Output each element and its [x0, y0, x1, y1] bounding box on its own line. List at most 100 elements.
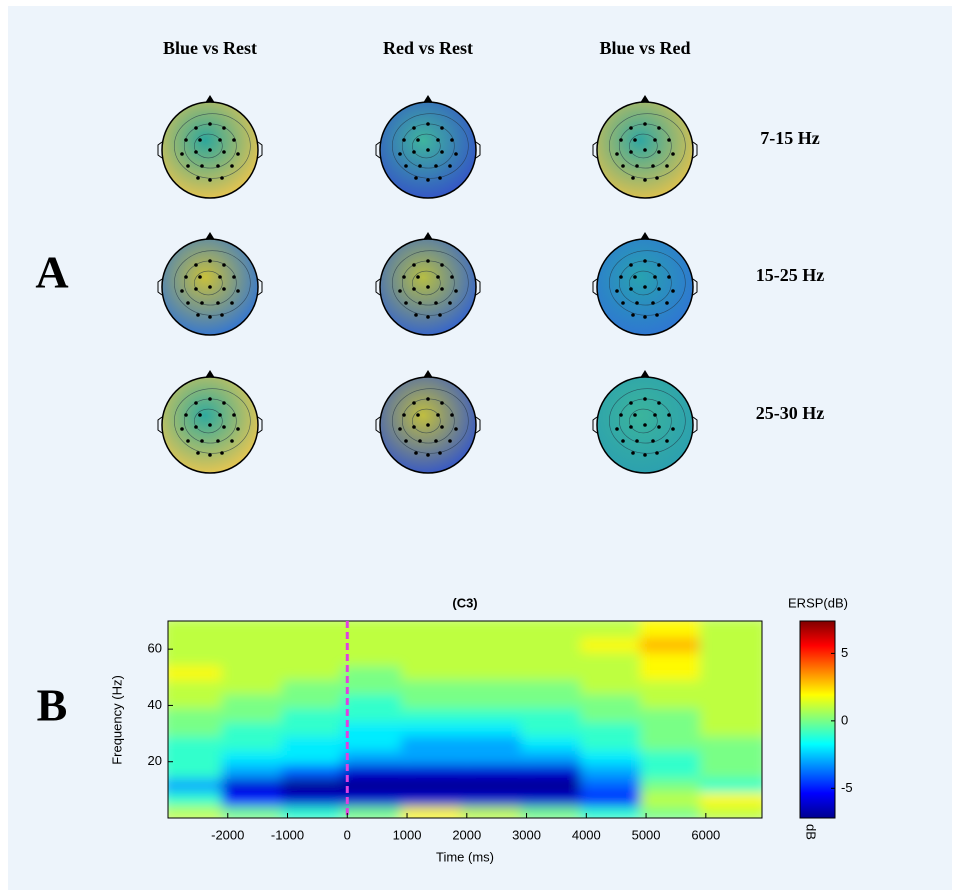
electrode — [218, 138, 222, 142]
heatmap-cell — [341, 621, 414, 639]
x-tick-label: 4000 — [572, 827, 601, 842]
electrode — [412, 150, 416, 154]
electrode — [426, 315, 430, 319]
heatmap-cell — [460, 621, 533, 639]
topo-ear — [592, 416, 598, 434]
electrode — [186, 439, 190, 443]
electrode — [633, 413, 637, 417]
electrode — [426, 178, 430, 182]
x-axis-label: Time (ms) — [436, 849, 494, 864]
electrode — [434, 164, 438, 168]
electrode — [440, 126, 444, 130]
topo-contour — [609, 250, 686, 316]
electrode — [655, 313, 659, 317]
electrode — [404, 439, 408, 443]
electrode — [184, 275, 188, 279]
electrode — [200, 301, 204, 305]
electrode — [194, 425, 198, 429]
heatmap-cell — [401, 621, 473, 639]
electrode — [440, 287, 444, 291]
electrode — [671, 152, 675, 156]
electrode — [621, 301, 625, 305]
topo-ear — [157, 278, 163, 296]
electrode — [621, 439, 625, 443]
electrode — [220, 313, 224, 317]
electrode — [208, 397, 212, 401]
electrode — [216, 301, 220, 305]
electrode — [208, 259, 212, 263]
electrode — [200, 439, 204, 443]
electrode — [426, 122, 430, 126]
topo-ear — [375, 278, 381, 296]
electrode — [180, 289, 184, 293]
topo-contour — [412, 408, 441, 434]
electrode — [426, 397, 430, 401]
topo-ear — [257, 141, 263, 159]
topo-ear — [157, 141, 163, 159]
x-tick-label: -1000 — [271, 827, 304, 842]
electrode — [440, 425, 444, 429]
x-tick-label: 0 — [344, 827, 351, 842]
electrode — [230, 164, 234, 168]
topo-contour — [194, 133, 223, 159]
chart-title: (C3) — [452, 595, 477, 610]
electrode — [208, 285, 212, 289]
topo-ear — [592, 141, 598, 159]
electrode — [643, 122, 647, 126]
topo-ear — [157, 416, 163, 434]
electrode — [426, 285, 430, 289]
topo-ear — [257, 278, 263, 296]
electrode — [643, 315, 647, 319]
colorbar-tick-label: -5 — [841, 780, 853, 795]
electrode — [665, 439, 669, 443]
topo-contour — [629, 270, 658, 296]
x-tick-label: 3000 — [512, 827, 541, 842]
electrode — [180, 152, 184, 156]
electrode — [398, 289, 402, 293]
electrode — [222, 150, 226, 154]
topo-nose — [205, 370, 215, 378]
electrode — [232, 138, 236, 142]
electrode — [414, 176, 418, 180]
plot-frame — [167, 620, 763, 819]
heatmap-cell — [580, 621, 653, 639]
electrode — [402, 138, 406, 142]
y-tick-label: 40 — [148, 697, 162, 712]
electrode — [667, 413, 671, 417]
heatmap-cell — [699, 621, 762, 639]
electrode — [230, 439, 234, 443]
topo-contour — [392, 250, 469, 316]
topo-contour — [392, 113, 469, 179]
topo-nose — [423, 95, 433, 103]
electrode — [220, 451, 224, 455]
x-tick-label: 2000 — [452, 827, 481, 842]
electrode — [222, 401, 226, 405]
electrode — [615, 427, 619, 431]
electrode — [635, 301, 639, 305]
electrode — [398, 152, 402, 156]
electrode — [657, 126, 661, 130]
electrode — [186, 301, 190, 305]
topo-nose — [640, 370, 650, 378]
row-label: 15-25 Hz — [756, 265, 824, 285]
electrode — [671, 427, 675, 431]
electrode — [208, 178, 212, 182]
electrode — [629, 425, 633, 429]
electrode — [448, 439, 452, 443]
electrode — [236, 152, 240, 156]
x-tick-label: 1000 — [393, 827, 422, 842]
topo-nose — [423, 232, 433, 240]
electrode — [208, 122, 212, 126]
heatmap-cell — [281, 621, 354, 639]
topo-nose — [205, 232, 215, 240]
electrode — [402, 275, 406, 279]
electrode — [218, 413, 222, 417]
topo-nose — [423, 370, 433, 378]
colorbar — [799, 620, 836, 819]
electrode — [404, 164, 408, 168]
electrode — [438, 451, 442, 455]
electrode — [198, 138, 202, 142]
electrode — [436, 138, 440, 142]
electrode — [631, 451, 635, 455]
